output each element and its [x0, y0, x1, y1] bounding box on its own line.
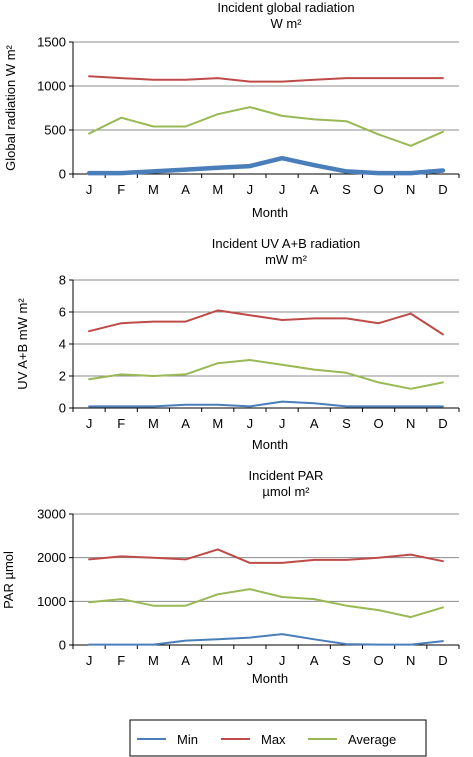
x-tick-label: A	[181, 416, 190, 431]
chart-global-radiation: Incident global radiation W m² Global ra…	[3, 0, 460, 220]
series-line-average	[88, 588, 444, 619]
y-axis-label: Global radiation W m²	[3, 44, 18, 170]
x-tick-label: J	[247, 653, 254, 668]
y-tick-label: 4	[59, 337, 66, 352]
legend-item-average: Average	[308, 732, 396, 747]
series-line-min	[88, 400, 444, 408]
series-line-min	[86, 155, 446, 176]
x-tick-label: J	[247, 416, 254, 431]
legend-label: Average	[348, 732, 396, 747]
x-tick-label: N	[406, 653, 415, 668]
chart-par: Incident PAR µmol m² PAR µmol Month 0 100…	[1, 468, 460, 686]
chart-uv-radiation: Incident UV A+B radiation mW m² UV A+B m…	[15, 236, 460, 452]
x-tick-label: J	[279, 653, 286, 668]
chart-title: Incident PAR	[249, 468, 324, 483]
x-tick-label: A	[310, 416, 319, 431]
x-tick-label: J	[86, 653, 93, 668]
x-tick-label: A	[310, 182, 319, 197]
chart-title: Incident UV A+B radiation	[212, 236, 361, 251]
y-tick-label: 2	[59, 369, 66, 384]
x-tick-label: M	[212, 653, 223, 668]
legend-item-min: Min	[137, 732, 198, 747]
y-tick-label: 6	[59, 305, 66, 320]
series-line-average	[88, 106, 444, 147]
legend-frame	[129, 719, 427, 757]
x-tick-label: O	[374, 653, 384, 668]
legend-label: Min	[177, 732, 198, 747]
y-tick-label: 1000	[37, 594, 66, 609]
plot-area: 0 500 1000 1500 J F M A M J J A S O N D	[37, 35, 460, 197]
legend-item-max: Max	[221, 732, 286, 747]
chart-subtitle: µmol m²	[262, 484, 310, 499]
x-tick-label: D	[438, 416, 447, 431]
x-axis-label: Month	[252, 671, 288, 686]
y-tick-label: 1000	[37, 79, 66, 94]
x-axis-label: Month	[252, 437, 288, 452]
y-tick-label: 1500	[37, 35, 66, 50]
chart-subtitle: mW m²	[265, 252, 308, 267]
x-tick-label: J	[279, 416, 286, 431]
legend-label: Max	[261, 732, 286, 747]
series-line-max	[88, 75, 444, 83]
x-tick-label: J	[86, 182, 93, 197]
plot-area: 0 2 4 6 8 J F M A M J J A S O N D	[59, 273, 460, 431]
chart-title: Incident global radiation	[217, 0, 354, 15]
x-tick-label: N	[406, 416, 415, 431]
x-tick-label: F	[117, 653, 125, 668]
x-axis-label: Month	[252, 205, 288, 220]
x-tick-label: O	[374, 182, 384, 197]
x-tick-label: D	[438, 182, 447, 197]
y-axis-label: UV A+B mW m²	[15, 298, 30, 390]
y-tick-label: 0	[59, 167, 66, 182]
x-tick-label: J	[247, 182, 254, 197]
x-tick-label: O	[374, 416, 384, 431]
series-line-min	[88, 633, 444, 646]
x-tick-label: F	[117, 416, 125, 431]
x-tick-label: J	[279, 182, 286, 197]
x-tick-label: A	[181, 653, 190, 668]
y-tick-label: 3000	[37, 507, 66, 522]
x-tick-label: S	[342, 416, 351, 431]
series-line-max	[88, 309, 444, 336]
series-line-max	[88, 548, 444, 564]
x-tick-label: M	[212, 416, 223, 431]
x-tick-label: S	[342, 653, 351, 668]
y-tick-label: 2000	[37, 550, 66, 565]
x-tick-label: A	[181, 182, 190, 197]
x-tick-label: M	[212, 182, 223, 197]
series-line-average	[88, 359, 444, 390]
x-tick-label: A	[310, 653, 319, 668]
y-axis-label: PAR µmol	[1, 551, 16, 609]
x-tick-label: M	[148, 182, 159, 197]
x-tick-label: M	[148, 416, 159, 431]
plot-area: 0 1000 2000 3000 J F M A M J J A S O N D	[37, 507, 460, 668]
x-tick-label: N	[406, 182, 415, 197]
y-tick-label: 0	[59, 401, 66, 416]
x-tick-label: D	[438, 653, 447, 668]
x-tick-label: M	[148, 653, 159, 668]
x-tick-label: J	[86, 416, 93, 431]
x-tick-label: F	[117, 182, 125, 197]
y-tick-label: 500	[44, 123, 66, 138]
legend: Min Max Average	[129, 719, 427, 757]
y-tick-label: 0	[59, 638, 66, 653]
x-tick-label: S	[342, 182, 351, 197]
chart-subtitle: W m²	[270, 16, 302, 31]
y-tick-label: 8	[59, 273, 66, 288]
